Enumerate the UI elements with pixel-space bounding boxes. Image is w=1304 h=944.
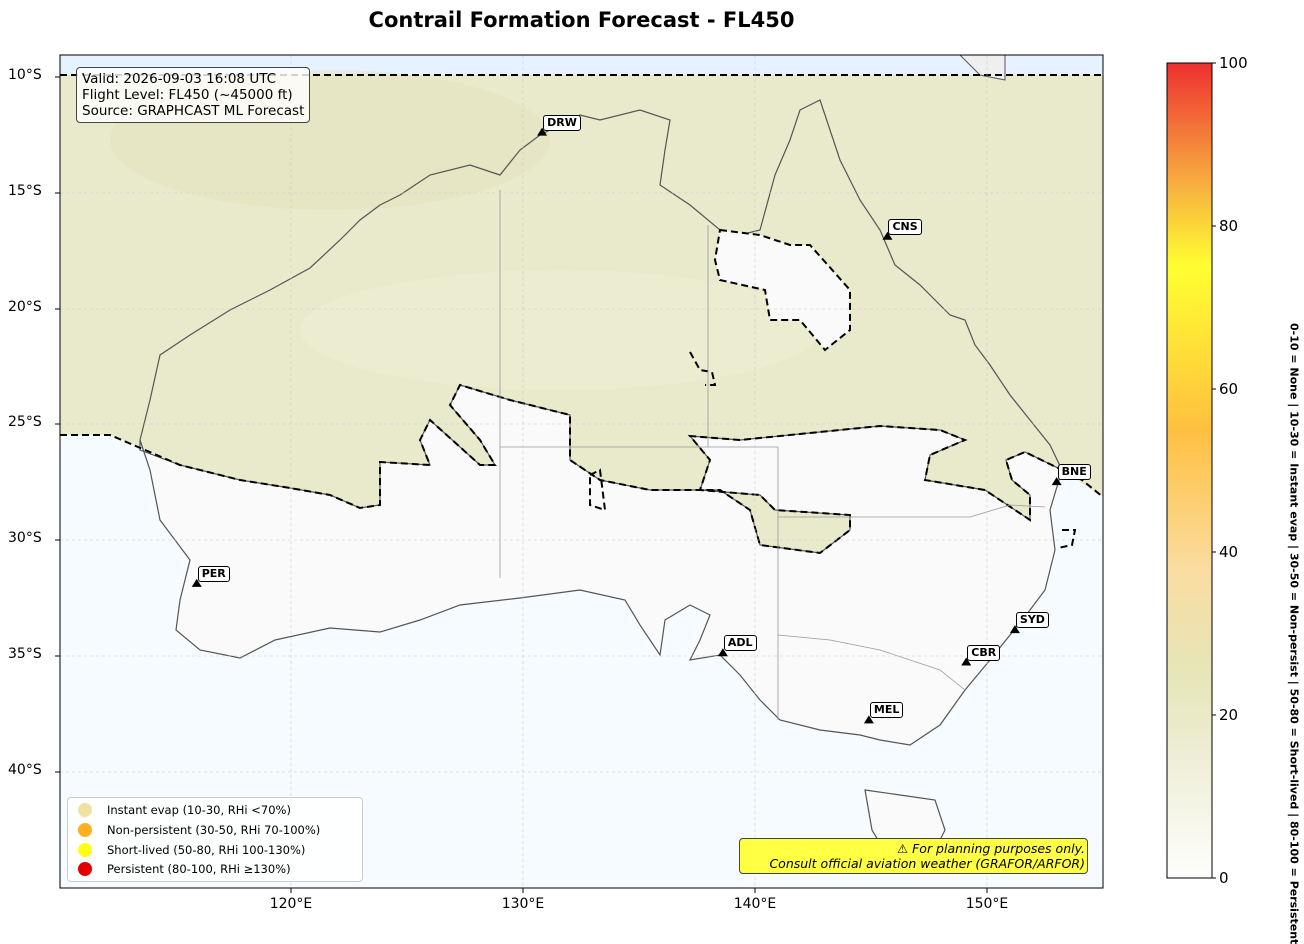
y-tick-label: 30°S	[8, 530, 42, 546]
legend-swatch	[78, 803, 92, 817]
city-marker-cbr	[961, 657, 972, 666]
legend-label: Instant evap (10-30, RHi <70%)	[107, 803, 291, 817]
flight-level: Flight Level: FL450 (~45000 ft)	[82, 87, 293, 103]
city-marker-cns	[882, 231, 893, 240]
disclaimer-line: ⚠ For planning purposes only.	[897, 841, 1085, 856]
y-tick-label: 25°S	[8, 414, 42, 430]
x-tick-label: 150°E	[965, 896, 1009, 912]
city-marker-syd	[1009, 625, 1020, 634]
city-label-per: PER	[197, 565, 230, 582]
colorbar-tick-label: 40	[1219, 543, 1239, 561]
legend-swatch	[78, 823, 92, 837]
city-label-syd: SYD	[1015, 612, 1049, 629]
australia-north-coast	[139, 99, 1063, 471]
legend-swatch	[78, 862, 92, 876]
city-label-cbr: CBR	[967, 644, 1001, 661]
legend-label: Non-persistent (30-50, RHi 70-100%)	[107, 823, 321, 837]
legend-swatch	[78, 843, 92, 857]
legend-label: Persistent (80-100, RHi ≥130%)	[107, 862, 291, 876]
x-tick-label: 130°E	[501, 896, 545, 912]
valid-time: Valid: 2026-09-03 16:08 UTC	[82, 71, 277, 87]
city-label-mel: MEL	[869, 702, 904, 719]
axis-ticks	[55, 76, 988, 893]
x-tick-label: 120°E	[269, 896, 313, 912]
legend-item: Short-lived (50-80, RHi 100-130%)	[78, 841, 305, 859]
contour-line	[689, 351, 717, 386]
colorbar-label: 0-10 = None | 10-30 = Instant evap | 30-…	[1287, 323, 1301, 944]
colorbar-tick-label: 80	[1219, 217, 1239, 235]
disclaimer-box: ⚠ For planning purposes only. Consult of…	[739, 838, 1088, 874]
y-tick-label: 15°S	[8, 183, 42, 199]
city-marker-drw	[537, 127, 548, 136]
city-marker-mel	[863, 715, 874, 724]
legend-label: Short-lived (50-80, RHi 100-130%)	[107, 843, 306, 857]
colorbar-tick-label: 20	[1219, 706, 1239, 724]
y-tick-label: 40°S	[8, 762, 42, 778]
legend-item: Instant evap (10-30, RHi <70%)	[78, 801, 291, 819]
city-label-bne: BNE	[1057, 464, 1091, 481]
city-label-adl: ADL	[723, 635, 757, 652]
map-frame	[59, 54, 1104, 889]
contour-line	[1057, 529, 1077, 549]
legend-item: Persistent (80-100, RHi ≥130%)	[78, 860, 291, 878]
forecast-info-box: Valid: 2026-09-03 16:08 UTC Flight Level…	[76, 67, 311, 123]
state-borders	[499, 190, 1046, 720]
colorbar-tick-label: 0	[1219, 869, 1229, 887]
texture-patch	[300, 270, 820, 390]
png-land	[959, 55, 1006, 81]
contour-line	[60, 383, 1103, 555]
colorbar-ticks	[1212, 62, 1216, 879]
city-marker-per	[191, 578, 202, 587]
city-label-cns: CNS	[888, 218, 922, 235]
chart-title: Contrail Formation Forecast - FL450	[368, 8, 795, 32]
city-marker-adl	[717, 648, 728, 657]
x-tick-label: 140°E	[733, 896, 777, 912]
y-tick-label: 10°S	[8, 67, 42, 83]
legend: Instant evap (10-30, RHi <70%) Non-persi…	[67, 797, 363, 882]
grid-lines	[60, 55, 1103, 888]
y-tick-label: 20°S	[8, 299, 42, 315]
legend-item: Non-persistent (30-50, RHi 70-100%)	[78, 821, 320, 839]
colorbar	[1166, 62, 1213, 879]
city-markers	[191, 127, 1062, 724]
colorbar-tick-label: 100	[1219, 54, 1248, 72]
y-tick-label: 35°S	[8, 646, 42, 662]
australia-south-land	[139, 384, 1063, 746]
contour-line	[713, 228, 851, 352]
disclaimer-line: Consult official aviation weather (GRAFO…	[769, 856, 1085, 871]
city-label-drw: DRW	[543, 114, 581, 131]
contour-line	[589, 468, 607, 512]
forecast-source: Source: GRAPHCAST ML Forecast	[82, 103, 305, 119]
city-marker-bne	[1051, 477, 1062, 486]
ocean-top-band	[60, 55, 1103, 75]
colorbar-tick-label: 60	[1219, 380, 1239, 398]
